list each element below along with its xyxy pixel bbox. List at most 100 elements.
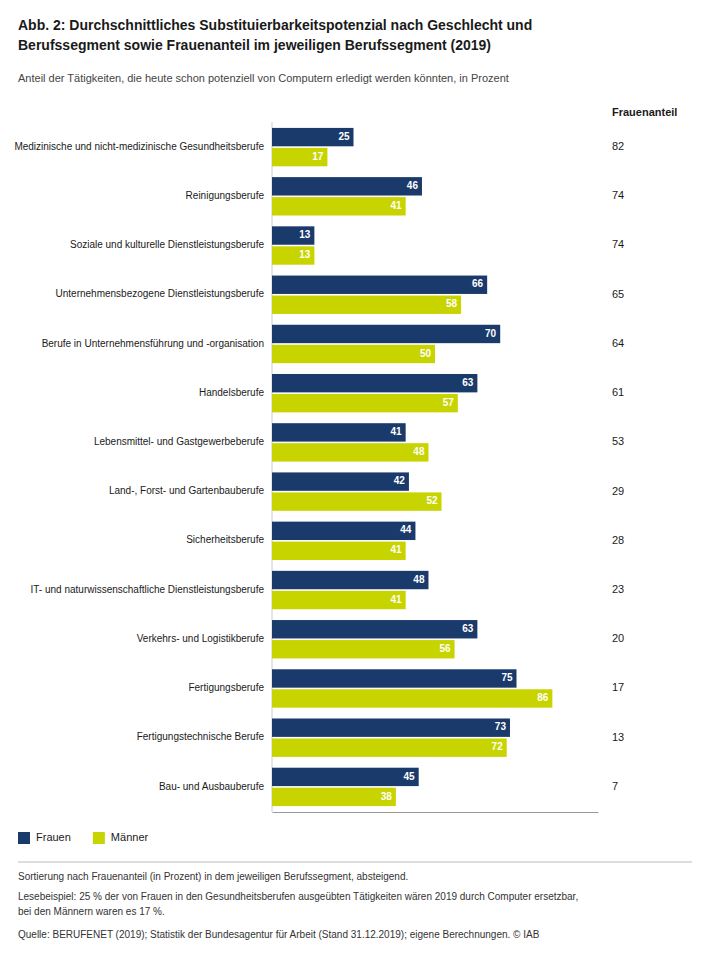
frauenanteil-value: 23 bbox=[612, 583, 624, 595]
legend-swatch bbox=[93, 832, 105, 844]
data-label: 45 bbox=[404, 771, 416, 782]
category-label: Fertigungstechnische Berufe bbox=[137, 731, 265, 742]
bar bbox=[272, 669, 517, 687]
frauenanteil-value: 28 bbox=[612, 534, 624, 546]
data-label: 38 bbox=[381, 791, 393, 802]
bar bbox=[272, 246, 314, 264]
category-label: Verkehrs- und Logistikberufe bbox=[137, 633, 265, 644]
frauenanteil-value: 20 bbox=[612, 632, 624, 644]
title: Abb. 2: Durchschnittliches Substituierba… bbox=[18, 17, 532, 33]
data-label: 57 bbox=[443, 397, 455, 408]
footnote: Lesebeispiel: 25 % der von Frauen in den… bbox=[18, 891, 578, 902]
data-label: 70 bbox=[485, 328, 497, 339]
series bbox=[272, 128, 517, 786]
footnote: Sortierung nach Frauenanteil (in Prozent… bbox=[18, 871, 408, 882]
data-label: 13 bbox=[299, 249, 311, 260]
legend-label: Frauen bbox=[36, 831, 71, 843]
data-label: 50 bbox=[420, 348, 432, 359]
bar bbox=[272, 472, 409, 490]
category-labels: Medizinische und nicht-medizinische Gesu… bbox=[14, 141, 264, 792]
bar bbox=[272, 591, 406, 609]
data-label: 41 bbox=[391, 200, 403, 211]
subtitle: Anteil der Tätigkeiten, die heute schon … bbox=[18, 72, 509, 84]
category-label: Reinigungsberufe bbox=[186, 190, 265, 201]
bar bbox=[272, 148, 327, 166]
title-block: Abb. 2: Durchschnittliches Substituierba… bbox=[18, 17, 532, 84]
bar bbox=[272, 296, 461, 314]
bar bbox=[272, 542, 406, 560]
data-label: 73 bbox=[495, 721, 507, 732]
data-label: 52 bbox=[426, 495, 438, 506]
data-label: 42 bbox=[394, 475, 406, 486]
data-label: 56 bbox=[439, 643, 451, 654]
footnotes: Sortierung nach Frauenanteil (in Prozent… bbox=[18, 871, 578, 940]
data-label: 41 bbox=[391, 544, 403, 555]
bar bbox=[272, 718, 510, 736]
series bbox=[272, 148, 552, 806]
frauenanteil-value: 64 bbox=[612, 337, 624, 349]
legend-item: Männer bbox=[93, 831, 149, 844]
bar bbox=[272, 738, 507, 756]
frauenanteil-header: Frauenanteil bbox=[612, 106, 677, 118]
bar bbox=[272, 325, 500, 343]
category-label: Lebensmittel- und Gastgewerbeberufe bbox=[94, 436, 265, 447]
bar bbox=[272, 276, 487, 294]
bars bbox=[272, 128, 552, 806]
bar bbox=[272, 689, 552, 707]
bar bbox=[272, 197, 406, 215]
bar bbox=[272, 522, 415, 540]
data-label: 63 bbox=[462, 377, 474, 388]
category-label: Sicherheitsberufe bbox=[186, 534, 264, 545]
frauenanteil-value: 82 bbox=[612, 140, 624, 152]
category-label: Bau- und Ausbauberufe bbox=[159, 781, 265, 792]
bar bbox=[272, 640, 455, 658]
data-label: 41 bbox=[391, 426, 403, 437]
frauenanteil-value: 65 bbox=[612, 288, 624, 300]
category-label: IT- und naturwissenschaftliche Dienstlei… bbox=[31, 584, 265, 595]
frauenanteil: Frauenanteil827474656461532928232017137 bbox=[612, 106, 677, 792]
bar bbox=[272, 571, 428, 589]
data-label: 48 bbox=[413, 446, 425, 457]
zero-line bbox=[272, 122, 273, 812]
bar bbox=[272, 177, 422, 195]
bar bbox=[272, 620, 477, 638]
data-labels: 2546136670634142444863757345174113585057… bbox=[299, 131, 549, 802]
data-label: 72 bbox=[492, 741, 504, 752]
data-label: 86 bbox=[537, 692, 549, 703]
bar bbox=[272, 394, 458, 412]
data-label: 44 bbox=[400, 524, 412, 535]
data-label: 66 bbox=[472, 278, 484, 289]
legend-item: Frauen bbox=[18, 831, 71, 844]
footnote: bei den Männern waren es 17 %. bbox=[18, 906, 165, 917]
data-label: 48 bbox=[413, 574, 425, 585]
chart: Abb. 2: Durchschnittliches Substituierba… bbox=[0, 0, 710, 972]
bar bbox=[272, 768, 419, 786]
frauenanteil-value: 74 bbox=[612, 238, 624, 250]
source: Quelle: BERUFENET (2019); Statistik der … bbox=[18, 929, 540, 940]
data-label: 25 bbox=[338, 131, 350, 142]
frauenanteil-value: 7 bbox=[612, 780, 618, 792]
category-label: Berufe in Unternehmensführung und -organ… bbox=[42, 338, 264, 349]
bar bbox=[272, 374, 477, 392]
category-label: Land-, Forst- und Gartenbauberufe bbox=[109, 485, 265, 496]
data-label: 13 bbox=[299, 229, 311, 240]
bar bbox=[272, 345, 435, 363]
legend-label: Männer bbox=[111, 831, 149, 843]
legend: Frauen Männer bbox=[18, 831, 148, 844]
bar bbox=[272, 492, 442, 510]
category-label: Handelsberufe bbox=[199, 387, 264, 398]
legend-swatch bbox=[18, 832, 30, 844]
frauenanteil-value: 61 bbox=[612, 386, 624, 398]
data-label: 58 bbox=[446, 298, 458, 309]
data-label: 41 bbox=[391, 594, 403, 605]
frauenanteil-value: 74 bbox=[612, 189, 624, 201]
category-label: Medizinische und nicht-medizinische Gesu… bbox=[14, 141, 264, 152]
category-label: Fertigungsberufe bbox=[188, 682, 264, 693]
frauenanteil-value: 17 bbox=[612, 681, 624, 693]
bar bbox=[272, 788, 396, 806]
frauenanteil-value: 13 bbox=[612, 731, 624, 743]
data-label: 46 bbox=[407, 180, 419, 191]
frauenanteil-value: 53 bbox=[612, 435, 624, 447]
data-label: 17 bbox=[312, 151, 324, 162]
x-axis bbox=[273, 812, 599, 813]
